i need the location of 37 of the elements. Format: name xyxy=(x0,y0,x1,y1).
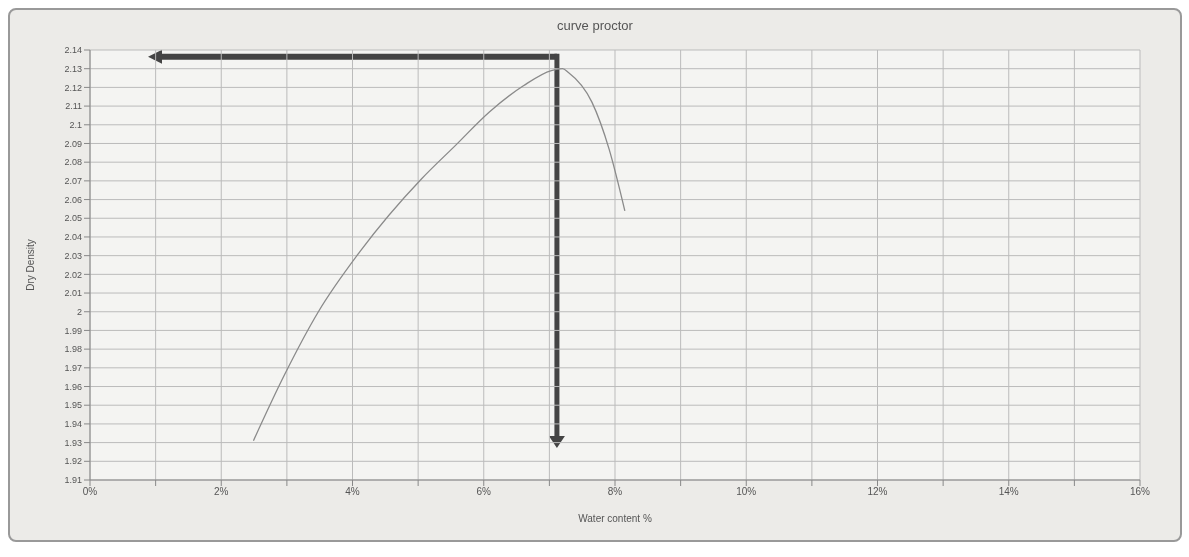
x-tick-label: 12% xyxy=(867,486,888,498)
y-tick-label: 2.14 xyxy=(64,45,82,56)
x-tick-label: 2% xyxy=(214,486,229,498)
y-tick-label: 1.97 xyxy=(64,363,82,374)
x-tick-label: 16% xyxy=(1129,486,1151,498)
y-tick-label: 2.06 xyxy=(64,194,82,205)
y-tick-label: 1.92 xyxy=(64,456,82,467)
x-axis-title: Water content % xyxy=(578,513,652,524)
y-tick-label: 1.96 xyxy=(64,381,82,392)
y-tick-label: 1.93 xyxy=(64,437,82,448)
y-tick-label: 2.11 xyxy=(65,101,82,112)
x-tick-label: 14% xyxy=(998,486,1019,498)
y-tick-label: 2.08 xyxy=(64,157,82,168)
x-tick-label: 4% xyxy=(345,486,360,498)
y-tick-label: 2.07 xyxy=(64,176,82,187)
y-tick-label: 2.03 xyxy=(64,250,82,261)
y-tick-label: 2.01 xyxy=(64,288,82,299)
y-tick-label: 1.94 xyxy=(64,419,82,430)
y-tick-label: 2.05 xyxy=(64,213,82,224)
y-tick-label: 1.98 xyxy=(64,344,82,355)
line-series xyxy=(252,68,626,442)
y-tick-label: 2.02 xyxy=(64,269,82,280)
x-tick-label: 8% xyxy=(607,486,623,498)
y-tick-label: 1.99 xyxy=(64,325,82,336)
y-tick-label: 1.91 xyxy=(64,475,82,486)
chart-title: curve proctor xyxy=(556,17,634,35)
y-tick-label: 2 xyxy=(76,306,82,317)
x-tick-label: 10% xyxy=(736,486,757,498)
y-tick-label: 2.04 xyxy=(64,232,82,243)
y-tick-label: 2.1 xyxy=(69,119,82,130)
x-tick-label: 6% xyxy=(476,486,492,498)
y-tick-label: 2.13 xyxy=(64,63,82,74)
x-tick-label: 0% xyxy=(82,486,98,498)
y-axis-title: Dry Density xyxy=(24,239,36,291)
y-tick-label: 2.09 xyxy=(64,138,82,149)
y-tick-label: 2.12 xyxy=(64,82,82,93)
y-tick-label: 1.95 xyxy=(64,400,82,411)
